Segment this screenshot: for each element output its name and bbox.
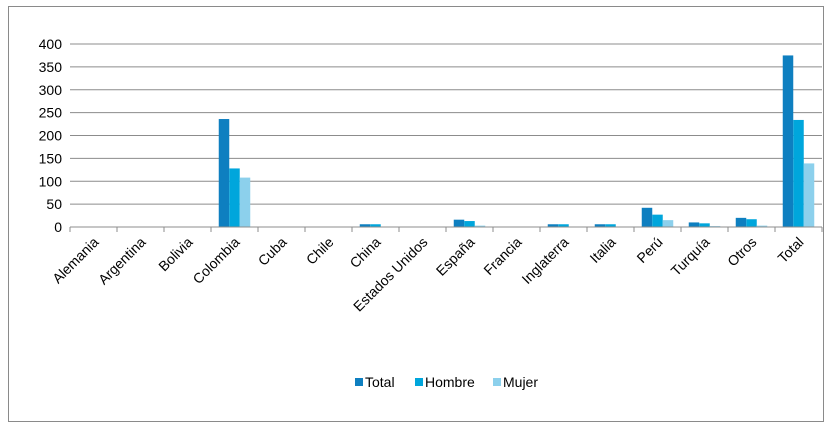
bar-total-15	[782, 55, 794, 227]
bar-hombre-11	[605, 224, 616, 227]
legend-swatch-total	[355, 378, 363, 386]
bar-mujer-3	[239, 177, 251, 227]
x-tick-label: Italia	[586, 234, 618, 266]
x-tick-label: Inglaterra	[518, 234, 571, 287]
legend-label-mujer: Mujer	[503, 374, 538, 390]
bar-hombre-3	[229, 168, 240, 227]
bar-total-13	[688, 222, 700, 227]
bar-hombre-13	[699, 223, 710, 227]
x-tick-label: Cuba	[255, 234, 290, 269]
y-tick-label: 350	[39, 59, 63, 75]
bar-mujer-8	[474, 225, 486, 227]
bar-hombre-14	[746, 219, 757, 227]
bar-total-14	[735, 217, 747, 227]
legend-label-hombre: Hombre	[425, 374, 475, 390]
x-tick-label: Francia	[480, 234, 524, 278]
x-tick-label: Chile	[303, 234, 337, 268]
bar-mujer-14	[756, 225, 768, 227]
bar-hombre-12	[652, 214, 663, 227]
y-tick-label: 50	[46, 196, 62, 212]
bar-hombre-8	[464, 221, 475, 227]
y-tick-label: 150	[39, 150, 63, 166]
legend-label-total: Total	[365, 374, 395, 390]
bar-total-12	[641, 207, 653, 227]
bar-total-8	[453, 219, 465, 227]
bar-total-10	[547, 224, 559, 227]
x-tick-label: Perú	[633, 234, 665, 266]
y-tick-label: 300	[39, 82, 63, 98]
bar-total-3	[218, 119, 230, 227]
legend-swatch-mujer	[493, 378, 501, 386]
x-tick-label: China	[346, 234, 383, 271]
bar-total-11	[594, 224, 606, 227]
bar-hombre-10	[558, 224, 569, 227]
y-tick-label: 200	[39, 128, 63, 144]
x-tick-label: Alemania	[49, 234, 102, 287]
bar-total-6	[359, 224, 371, 227]
y-tick-label: 0	[54, 219, 62, 235]
x-tick-label: Turquía	[668, 234, 713, 279]
gridlines	[70, 43, 822, 205]
y-tick-label: 400	[39, 36, 63, 52]
bars	[218, 55, 815, 227]
bar-hombre-6	[370, 224, 381, 227]
chart-frame	[8, 6, 824, 422]
x-tick-label: Argentina	[95, 234, 149, 288]
x-tick-label: Otros	[724, 234, 760, 270]
x-tick-label: Total	[774, 234, 806, 266]
y-tick-label: 250	[39, 105, 63, 121]
x-tick-label: Colombia	[189, 234, 242, 287]
x-tick-label: Bolivia	[155, 234, 196, 275]
x-tick-label: España	[433, 234, 478, 279]
legend-swatch-hombre	[415, 378, 423, 386]
bar-mujer-12	[662, 220, 674, 227]
y-axis-ticks: 0 50 100 150 200 250 300 350 400	[39, 36, 63, 235]
bar-mujer-15	[803, 163, 815, 227]
bar-hombre-15	[793, 119, 804, 227]
x-axis	[69, 226, 823, 232]
legend: Total Hombre Mujer	[355, 374, 538, 390]
y-tick-label: 100	[39, 173, 63, 189]
